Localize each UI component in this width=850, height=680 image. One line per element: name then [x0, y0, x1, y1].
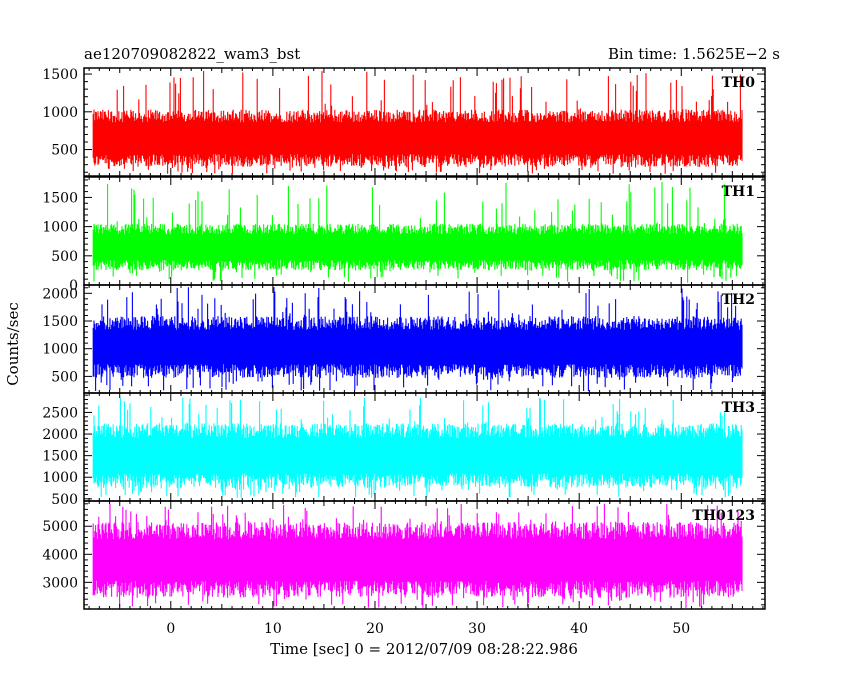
x-axis-label: Time [sec] 0 = 2012/07/09 08:28:22.986 — [270, 640, 578, 658]
y-tick-label: 3000 — [42, 575, 78, 591]
chart-title: ae120709082822_wam3_bst — [84, 45, 300, 63]
y-tick-label: 4000 — [42, 547, 78, 563]
x-tick-label: 10 — [264, 621, 282, 637]
y-tick-label: 0 — [69, 278, 78, 294]
y-tick-label: 1500 — [42, 314, 78, 330]
panel-th1: 0 500 1000 1500 TH1 — [42, 176, 766, 294]
series-label-th2: TH2 — [722, 292, 755, 308]
y-tick-label: 1500 — [42, 67, 78, 83]
y-tick-label: 1000 — [42, 470, 78, 486]
y-tick-label: 500 — [51, 143, 78, 159]
y-tick-label: 1500 — [42, 190, 78, 206]
panel-th2: 500 1000 1500 2000 TH2 — [42, 284, 766, 394]
series-label-th0123: TH0123 — [692, 508, 755, 524]
x-tick-labels: 0 10 20 30 40 50 — [166, 621, 690, 637]
series-trace-th2 — [92, 287, 743, 392]
y-tick-label: 2500 — [42, 405, 78, 421]
y-tick-label: 2000 — [42, 286, 78, 302]
panel-th3: 500 1000 1500 2000 2500 TH3 — [42, 392, 766, 508]
x-tick-label: 50 — [672, 621, 690, 637]
y-tick-label: 500 — [51, 369, 78, 385]
series-trace-th0 — [92, 71, 743, 174]
panel-th0: 500 1000 1500 TH0 — [42, 67, 766, 177]
series-trace-th1 — [92, 181, 743, 283]
y-tick-label: 1000 — [42, 105, 78, 121]
y-tick-label: 500 — [51, 492, 78, 508]
y-tick-label: 1000 — [42, 342, 78, 358]
y-tick-label: 500 — [51, 249, 78, 265]
series-trace-th3 — [92, 397, 743, 498]
x-tick-label: 20 — [366, 621, 384, 637]
series-label-th3: TH3 — [722, 400, 755, 416]
y-tick-label: 5000 — [42, 519, 78, 535]
series-trace-th0123 — [92, 503, 743, 608]
y-axis-label: Counts/sec — [4, 302, 22, 386]
y-tick-label: 2000 — [42, 427, 78, 443]
x-tick-label: 30 — [468, 621, 486, 637]
bin-time-label: Bin time: 1.5625E−2 s — [608, 45, 780, 63]
panels: 500 1000 1500 TH0 0 500 1000 1500 TH1 500 1000 1500… — [42, 67, 766, 610]
panel-th0123: 3000 4000 5000 TH0123 — [42, 500, 766, 610]
series-label-th0: TH0 — [722, 75, 756, 91]
panel-frame — [83, 500, 766, 610]
y-tick-label: 1000 — [42, 220, 78, 236]
panel-frame — [83, 67, 766, 177]
series-label-th1: TH1 — [722, 184, 755, 200]
y-tick-label: 1500 — [42, 449, 78, 465]
x-tick-label: 0 — [166, 621, 175, 637]
x-tick-label: 40 — [570, 621, 588, 637]
